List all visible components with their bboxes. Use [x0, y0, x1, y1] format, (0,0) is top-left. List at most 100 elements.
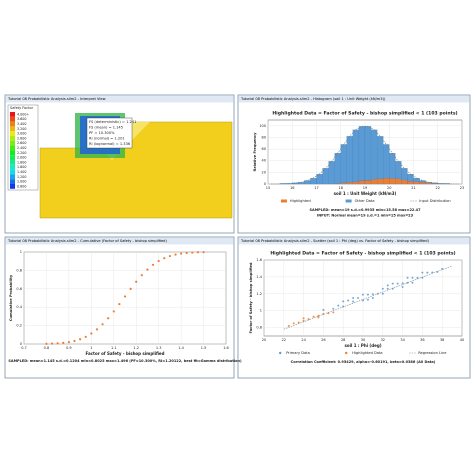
chart-title: Highlighted Data = Factor of Safety - bi… [272, 111, 457, 117]
histogram-bar [334, 153, 341, 184]
legend-swatch [279, 351, 282, 355]
histogram-bar [419, 180, 426, 183]
title-bar[interactable] [238, 95, 470, 103]
data-point [317, 316, 320, 319]
data-point [151, 263, 155, 266]
histogram-bar [304, 180, 311, 185]
data-point [312, 315, 315, 318]
data-point [79, 338, 82, 341]
x-tick-label: 1.5 [201, 346, 207, 350]
data-point [180, 252, 183, 255]
x-tick-label: 1.1 [111, 346, 117, 350]
y-tick-label: 1.4 [256, 275, 262, 279]
data-point [401, 282, 404, 285]
data-point [90, 332, 93, 335]
data-point [396, 282, 399, 285]
data-point [416, 276, 419, 279]
legend-label: Highlighted Data [352, 351, 382, 355]
window-interpret: Tutorial 08 Probabilistic Analysis.slim2… [4, 94, 235, 234]
y-axis-label: Factor of Safety - bishop simplified [249, 262, 253, 333]
data-point [381, 287, 384, 290]
data-point [327, 312, 330, 315]
y-tick-label: 60 [262, 147, 266, 151]
data-point [129, 287, 132, 290]
y-tick-label: 80 [262, 135, 266, 139]
x-tick-label: 26 [321, 338, 325, 342]
data-point [362, 299, 364, 302]
legend-swatch [10, 131, 15, 136]
data-point [56, 342, 59, 345]
y-tick-label: 0.6 [16, 287, 22, 291]
data-point [302, 319, 305, 322]
data-point [302, 317, 305, 320]
x-tick-label: 24 [301, 338, 306, 342]
data-point [140, 274, 143, 277]
title-bar[interactable] [5, 237, 234, 245]
x-axis-label: soil 1 : Unit Weight (kN/m3) [334, 191, 397, 196]
chart: Highlighted Data = Factor of Safety - bi… [249, 251, 464, 365]
legend: 4.000+3.6003.4003.2003.0002.8002.6002.40… [10, 112, 29, 189]
x-tick-label: 19 [363, 186, 367, 190]
data-point [107, 317, 110, 320]
legend-label: Other Data [355, 199, 375, 203]
legend-swatch [10, 126, 15, 132]
legend-label: Highlighted [290, 199, 311, 203]
y-tick-label: 40 [262, 159, 266, 163]
data-point [163, 257, 166, 260]
legend-swatch [10, 112, 15, 117]
data-point [123, 295, 127, 298]
x-tick-label: 30 [361, 338, 365, 342]
title-bar[interactable] [5, 95, 234, 103]
data-point [185, 251, 188, 255]
legend-swatch [345, 351, 348, 355]
x-axis-label: soil 1 : Phi (deg) [344, 343, 381, 348]
y-tick-label: 0.4 [16, 305, 22, 309]
data-point [50, 342, 54, 345]
data-point [352, 297, 355, 299]
legend-label: 3.600 [17, 117, 26, 121]
legend-swatch [10, 145, 15, 151]
data-point [45, 342, 48, 345]
legend-label: 0.800 [17, 184, 26, 188]
stats-line: Correlation Coefficient: 0.95429, alpha=… [291, 360, 436, 364]
window-title: Tutorial 08 Probabilistic Analysis.slim2… [7, 97, 106, 101]
histogram-bar [389, 153, 396, 179]
x-tick-label: 1.4 [178, 346, 184, 350]
x-tick-label: 17 [314, 186, 318, 190]
title-bar[interactable] [238, 237, 470, 245]
legend-label: 3.400 [17, 122, 26, 126]
legend-label: Regression Line [418, 351, 447, 355]
data-point [95, 328, 99, 331]
chart: Highlighted Data = Factor of Safety - bi… [253, 111, 464, 218]
y-tick-label: 1 [20, 250, 22, 254]
x-tick-label: 20 [387, 186, 391, 190]
histogram-bar [370, 129, 378, 180]
histogram-bar [383, 178, 390, 185]
legend-swatch [10, 160, 15, 165]
legend-label: 3.200 [17, 127, 26, 131]
data-point [146, 268, 149, 271]
y-tick-label: 0.8 [16, 268, 22, 272]
info-box [86, 117, 133, 149]
legend-label: 4.000+ [17, 112, 29, 116]
x-tick-label: 36 [420, 338, 424, 342]
y-tick-label: 1.2 [256, 292, 262, 296]
data-point [431, 271, 434, 274]
legend-swatch [10, 179, 15, 184]
data-point [401, 286, 404, 289]
legend-swatch [10, 174, 15, 180]
data-point [297, 321, 300, 324]
data-point [371, 293, 374, 296]
x-tick-label: 18 [339, 186, 343, 190]
window-title: Tutorial 08 Probabilistic Analysis.slim2… [240, 239, 429, 243]
histogram-bar [431, 182, 438, 184]
data-point [67, 340, 70, 344]
data-point [307, 318, 310, 321]
data-point [118, 302, 121, 306]
legend-swatch [10, 169, 15, 175]
x-tick-label: 21 [411, 186, 415, 190]
legend-swatch [10, 140, 15, 146]
legend-swatch [10, 116, 15, 122]
legend-label: 2.600 [17, 141, 26, 145]
